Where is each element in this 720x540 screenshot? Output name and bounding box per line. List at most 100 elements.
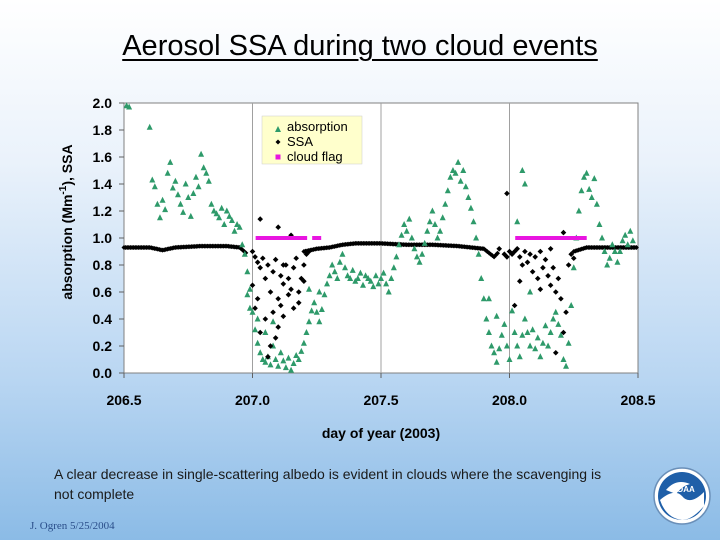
y-tick-label: 0.0 (93, 365, 113, 381)
absorption-point (401, 221, 408, 227)
absorption-point (437, 227, 444, 234)
cloud-flag-point (522, 236, 527, 240)
absorption-point (187, 212, 194, 219)
ssa-point (524, 259, 531, 266)
ssa-point (537, 248, 544, 255)
absorption-point (532, 345, 539, 352)
absorption-point (568, 302, 575, 308)
cloud-flag-series (255, 236, 587, 240)
absorption-point (367, 277, 374, 284)
ssa-point (527, 251, 533, 257)
absorption-point (354, 275, 361, 281)
ssa-point (262, 316, 269, 322)
absorption-point (262, 358, 269, 365)
cloud-flag-point (300, 236, 305, 240)
cloud-flag-point (314, 236, 319, 240)
ssa-point (293, 255, 299, 262)
absorption-point (208, 200, 215, 207)
absorption-point (244, 268, 251, 275)
absorption-point (295, 356, 302, 362)
absorption-point (619, 237, 626, 244)
absorption-point (421, 239, 428, 246)
slide-title: Aerosol SSA during two cloud events (122, 30, 598, 62)
ssa-point (534, 275, 541, 282)
ssa-point (547, 246, 554, 252)
legend-label-ssa: SSA (287, 134, 313, 149)
absorption-point (390, 264, 397, 271)
absorption-point (413, 253, 420, 260)
absorption-point (151, 183, 158, 190)
absorption-series (123, 102, 636, 373)
absorption-point (514, 342, 521, 349)
ssa-point (288, 232, 294, 239)
legend-marker-cloud-flag (275, 154, 281, 160)
absorption-point (239, 241, 246, 248)
absorption-point (334, 275, 341, 281)
absorption-point (285, 354, 292, 361)
ssa-point (285, 275, 292, 282)
absorption-point (393, 253, 400, 260)
ssa-point (295, 289, 302, 295)
ssa-point (568, 251, 574, 257)
ssa-point (277, 302, 284, 309)
x-tick-label: 207.0 (235, 392, 270, 408)
ssa-point (303, 251, 310, 257)
absorption-point (223, 207, 230, 214)
cloud-flag-point (567, 236, 572, 240)
ssa-point (563, 309, 569, 316)
absorption-point (306, 285, 313, 292)
absorption-point (434, 234, 441, 241)
cloud-flag-point (552, 236, 557, 240)
absorption-point (321, 291, 328, 298)
absorption-point (383, 280, 390, 287)
absorption-point (277, 349, 284, 356)
y-tick-label: 1.6 (93, 149, 113, 165)
absorption-point (467, 204, 474, 211)
ssa-point (275, 324, 281, 330)
absorption-point (293, 351, 300, 358)
cloud-flag-point (547, 236, 552, 240)
ssa-point (501, 251, 508, 257)
ssa-point (272, 256, 279, 263)
absorption-point (563, 362, 570, 369)
absorption-point (588, 194, 595, 200)
absorption-point (578, 187, 585, 194)
absorption-point (601, 248, 608, 254)
absorption-point (503, 342, 510, 349)
y-tick-label: 1.2 (93, 203, 113, 219)
cloud-flag-point (265, 236, 270, 240)
cloud-flag-point (520, 236, 525, 240)
ssa-point (270, 268, 276, 275)
cloud-flag-point (532, 236, 537, 240)
absorption-point (449, 167, 456, 173)
cloud-flag-point (295, 236, 300, 240)
absorption-point (365, 275, 372, 281)
x-tick-label: 208.0 (492, 392, 527, 408)
ssa-point (306, 248, 312, 255)
ssa-point (290, 305, 297, 311)
absorption-point (552, 308, 559, 315)
absorption-point (254, 315, 261, 322)
cloud-flag-point (570, 236, 575, 240)
ssa-point (537, 286, 544, 293)
cloud-flag-point (288, 236, 293, 240)
ssa-point (552, 289, 559, 295)
absorption-point (169, 184, 176, 191)
absorption-point (216, 214, 223, 221)
absorption-point (542, 322, 549, 329)
ssa-point (522, 248, 528, 255)
absorption-point (583, 169, 590, 176)
absorption-point (521, 180, 528, 187)
cloud-flag-point (555, 236, 560, 240)
absorption-point (298, 347, 305, 354)
absorption-point (347, 275, 354, 281)
ssa-point (532, 254, 538, 260)
absorption-point (190, 189, 197, 196)
ssa-point (301, 278, 307, 284)
absorption-point (372, 272, 379, 279)
y-axis-label: absorption (Mm-1), SSA (58, 144, 75, 299)
absorption-point (262, 329, 269, 335)
absorption-point (491, 349, 498, 356)
absorption-point (316, 288, 323, 295)
absorption-point (182, 180, 189, 187)
